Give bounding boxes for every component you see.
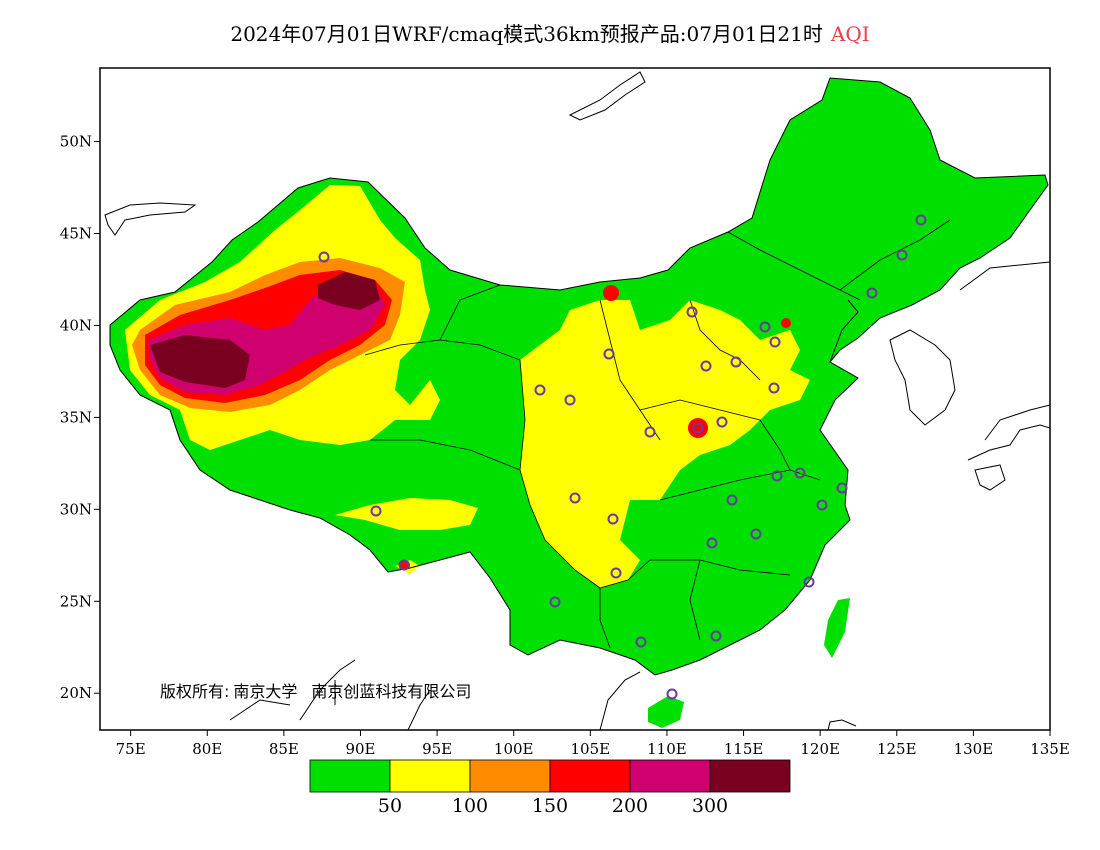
station-marker: [318, 251, 330, 263]
lat-tick-label: 20N: [60, 684, 92, 702]
legend-label: 150: [532, 795, 568, 817]
station-marker: [635, 636, 647, 648]
station-marker: [726, 494, 738, 506]
map-content: 版权所有: 南京大学 南京创蓝科技有限公司: [104, 71, 1050, 730]
lat-tick-label: 40N: [60, 316, 92, 334]
station-marker: [768, 382, 780, 394]
station-marker: [794, 467, 806, 479]
title-text: 2024年07月01日WRF/cmaq模式36km预报产品:07月01日21时: [230, 22, 823, 46]
latitude-axis: 20N 25N 30N 35N 40N 45N 50N: [60, 133, 100, 702]
station-marker: [692, 422, 704, 434]
aqi-region-hazardous-east: [318, 272, 380, 310]
lat-tick-label: 50N: [60, 133, 92, 151]
lon-tick-label: 135E: [1030, 740, 1070, 758]
copyright-text: 版权所有: 南京大学 南京创蓝科技有限公司: [160, 682, 471, 701]
station-marker: [607, 513, 619, 525]
station-marker: [771, 470, 783, 482]
lon-tick-label: 115E: [724, 740, 764, 758]
station-marker: [866, 287, 878, 299]
legend-label: 200: [612, 795, 648, 817]
map-title: 2024年07月01日WRF/cmaq模式36km预报产品:07月01日21时 A…: [0, 18, 1100, 47]
monitoring-stations: [318, 214, 927, 700]
legend-swatch: [309, 759, 391, 793]
station-marker: [836, 482, 848, 494]
aqi-legend: 50 100 150 200 300: [309, 759, 791, 817]
aqi-region-moderate-north: [520, 300, 810, 588]
map-frame: [99, 67, 1051, 731]
lon-tick-label: 120E: [800, 740, 840, 758]
station-marker: [915, 214, 927, 226]
station-marker: [534, 384, 546, 396]
neighbor-coastlines: [104, 71, 1050, 730]
legend-swatch: [549, 759, 631, 793]
lon-tick-label: 85E: [269, 740, 299, 758]
hotspot-henan: [688, 418, 708, 438]
lon-tick-label: 95E: [422, 740, 452, 758]
station-marker: [603, 348, 615, 360]
lon-tick-label: 100E: [494, 740, 534, 758]
taiwan-island: [824, 598, 850, 658]
lon-tick-label: 80E: [192, 740, 222, 758]
aqi-region-moderate-tibet: [335, 498, 478, 530]
legend-label: 300: [692, 795, 728, 817]
province-borders: [364, 219, 951, 649]
station-marker: [564, 394, 576, 406]
legend-swatch: [469, 759, 551, 793]
station-marker: [686, 306, 698, 318]
legend-swatch: [629, 759, 711, 793]
station-marker: [750, 528, 762, 540]
station-marker: [610, 567, 622, 579]
station-marker: [803, 576, 815, 588]
station-marker: [816, 499, 828, 511]
lon-tick-label: 75E: [116, 740, 146, 758]
station-marker: [398, 559, 410, 571]
lon-tick-label: 90E: [345, 740, 375, 758]
copyright-org-1: 南京大学: [233, 682, 297, 701]
aqi-region-hazardous-west: [150, 335, 250, 388]
lat-tick-label: 30N: [60, 500, 92, 518]
copyright-prefix: 版权所有:: [160, 682, 229, 701]
lon-tick-label: 110E: [647, 740, 687, 758]
lat-tick-label: 25N: [60, 592, 92, 610]
hainan-island: [648, 696, 684, 728]
station-marker: [569, 492, 581, 504]
hotspot-inner-mongolia: [603, 285, 619, 301]
station-marker: [706, 537, 718, 549]
legend-label: 100: [452, 795, 488, 817]
station-marker: [730, 356, 742, 368]
copyright-org-2: 南京创蓝科技有限公司: [311, 682, 471, 701]
hotspot-tianjin: [781, 318, 791, 328]
lon-tick-label: 130E: [954, 740, 994, 758]
station-marker: [644, 426, 656, 438]
lat-tick-label: 35N: [60, 408, 92, 426]
station-marker: [700, 360, 712, 372]
lat-tick-label: 45N: [60, 225, 92, 243]
station-marker: [549, 596, 561, 608]
station-marker: [716, 416, 728, 428]
legend-swatch: [389, 759, 471, 793]
station-marker: [710, 630, 722, 642]
station-marker: [769, 336, 781, 348]
china-border: [109, 77, 1049, 676]
aqi-region-very-unhealthy-east: [300, 322, 360, 356]
lon-tick-label: 125E: [877, 740, 917, 758]
station-marker: [370, 505, 382, 517]
title-variable: AQI: [830, 22, 870, 46]
lon-tick-label: 105E: [571, 740, 611, 758]
legend-swatch: [709, 759, 791, 793]
legend-label: 50: [378, 795, 402, 817]
station-marker: [666, 688, 678, 700]
station-marker: [759, 321, 771, 333]
station-marker: [896, 249, 908, 261]
longitude-axis: 75E 80E 85E 90E 95E 100E 105E 110E 115E 120E 125E 1…: [116, 730, 1070, 758]
